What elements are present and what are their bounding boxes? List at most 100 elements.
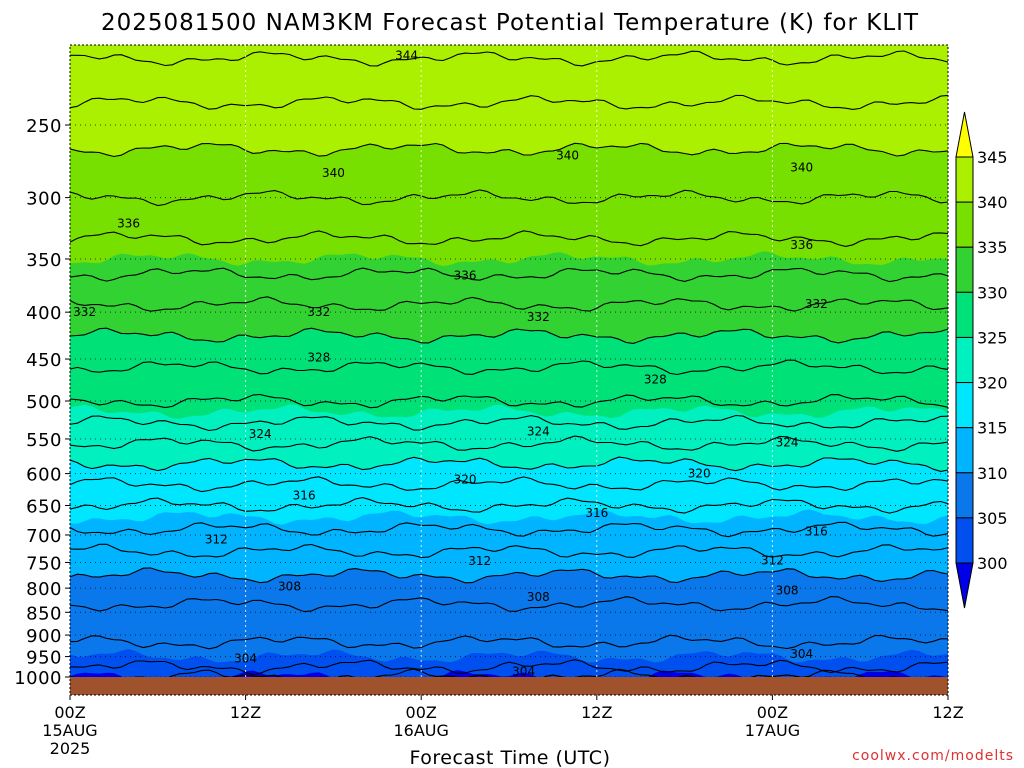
contour-label-20: 316	[805, 525, 828, 539]
contour-label-15: 324	[776, 436, 799, 450]
contour-label-28: 304	[512, 664, 535, 678]
contour-label-24: 308	[278, 580, 301, 594]
y-tick-label-700: 700	[26, 526, 62, 547]
colorbar-tick-label-330: 330	[977, 283, 1008, 302]
colorbar: 345 340 335 330 325 320 315 310 305 300	[955, 111, 1008, 609]
colorbar-tick-label-340: 340	[977, 193, 1008, 212]
contour-line-312	[70, 543, 948, 558]
y-tick-label-250: 250	[26, 116, 62, 137]
contour-line-328	[70, 359, 948, 376]
contour-line-304	[70, 659, 948, 676]
contour-label-3: 340	[790, 160, 813, 174]
contour-label-10: 332	[805, 297, 828, 311]
x-tick-date-2: 16AUG	[393, 721, 448, 740]
contour-label-4: 336	[117, 216, 140, 230]
x-tick-label-5: 12Z	[932, 703, 963, 722]
y-tick-label-850: 850	[26, 603, 62, 624]
contour-labels: 344 340 340 340 336 336 336 332 332 332 332 328 328 3…	[73, 49, 828, 679]
contour-line-344	[70, 50, 948, 67]
contour-label-5: 336	[454, 269, 477, 283]
colorbar-swatch-310-315	[955, 427, 974, 474]
y-tick-label-350: 350	[26, 250, 62, 271]
colorbar-swatch-335-340	[955, 201, 974, 248]
contour-label-26: 308	[776, 584, 799, 598]
colorbar-swatch-315-320	[955, 382, 974, 429]
contour-label-9: 332	[527, 310, 550, 324]
contour-label-29: 304	[790, 647, 813, 661]
y-tick-label-750: 750	[26, 553, 62, 574]
y-tick-label-650: 650	[26, 496, 62, 517]
contour-line-330	[70, 327, 948, 344]
colorbar-under-triangle	[955, 562, 974, 609]
contour-label-16: 320	[454, 473, 477, 487]
colorbar-swatch-300-305	[955, 517, 974, 564]
y-tick-label-400: 400	[26, 303, 62, 324]
x-tick-year-0: 2025	[50, 739, 91, 758]
contour-label-13: 324	[249, 427, 272, 441]
x-tick-label-4: 00Z	[757, 703, 788, 722]
colorbar-swatch-325-330	[955, 291, 974, 338]
contour-label-21: 312	[205, 533, 228, 547]
y-tick-label-600: 600	[26, 465, 62, 486]
colorbar-tick-label-320: 320	[977, 374, 1008, 393]
contour-label-0: 344	[395, 49, 418, 63]
chart-title: 2025081500 NAM3KM Forecast Potential Tem…	[101, 10, 919, 36]
x-tick-date-0: 15AUG	[42, 721, 97, 740]
contour-label-2: 340	[556, 149, 579, 163]
y-tick-label-450: 450	[26, 350, 62, 371]
contour-line-334	[70, 267, 948, 283]
x-tick-label-2: 00Z	[406, 703, 437, 722]
contour-label-7: 332	[73, 305, 96, 319]
contour-label-25: 308	[527, 590, 550, 604]
contour-label-8: 332	[307, 305, 330, 319]
y-tick-label-800: 800	[26, 579, 62, 600]
contour-label-11: 328	[307, 350, 330, 364]
contour-line-320	[70, 456, 948, 472]
colorbar-tick-label-335: 335	[977, 238, 1008, 257]
colorbar-tick-label-300: 300	[977, 554, 1008, 573]
colorbar-tick-label-315: 315	[977, 419, 1008, 438]
y-axis: 2503003504004505005506006507007508008509…	[14, 116, 70, 689]
contour-line-340	[70, 142, 948, 158]
y-tick-label-500: 500	[26, 392, 62, 413]
contour-label-19: 316	[585, 506, 608, 520]
x-tick-label-0: 00Z	[54, 703, 85, 722]
x-tick-label-1: 12Z	[230, 703, 261, 722]
contour-line-342	[70, 94, 948, 110]
contour-line-338	[70, 189, 948, 207]
contour-line-324	[70, 414, 948, 432]
contour-label-23: 312	[761, 553, 784, 567]
colorbar-swatch-305-310	[955, 472, 974, 519]
colorbar-tick-label-345: 345	[977, 148, 1008, 167]
colorbar-over-triangle	[955, 111, 974, 158]
contour-line-332	[70, 296, 948, 312]
y-tick-label-300: 300	[26, 189, 62, 210]
y-tick-label-1000: 1000	[14, 668, 62, 689]
contour-line-318	[70, 476, 948, 493]
x-axis-label: Forecast Time (UTC)	[410, 747, 611, 768]
contour-line-326	[70, 393, 948, 409]
credit-text: coolwx.com/modelts	[852, 748, 1014, 764]
colorbar-swatch-340-345	[955, 156, 974, 203]
contour-label-17: 320	[688, 467, 711, 481]
contour-line-308	[70, 596, 948, 613]
contour-line-316	[70, 497, 948, 514]
theta-color-bands	[70, 45, 948, 695]
contour-label-22: 312	[468, 554, 491, 568]
contour-label-12: 328	[644, 373, 667, 387]
contour-line-310	[70, 567, 948, 584]
contour-label-27: 304	[234, 652, 257, 666]
contour-label-14: 324	[527, 425, 550, 439]
colorbar-swatch-320-325	[955, 336, 974, 384]
colorbar-tick-label-305: 305	[977, 509, 1008, 528]
contour-line-322	[70, 435, 948, 452]
contour-label-6: 336	[790, 238, 813, 252]
colorbar-tick-label-325: 325	[977, 328, 1008, 347]
x-tick-date-4: 17AUG	[745, 721, 800, 740]
grid-lines	[70, 45, 948, 695]
contour-line-306	[70, 634, 948, 650]
y-tick-label-950: 950	[26, 648, 62, 669]
colorbar-swatch-330-335	[955, 246, 974, 293]
